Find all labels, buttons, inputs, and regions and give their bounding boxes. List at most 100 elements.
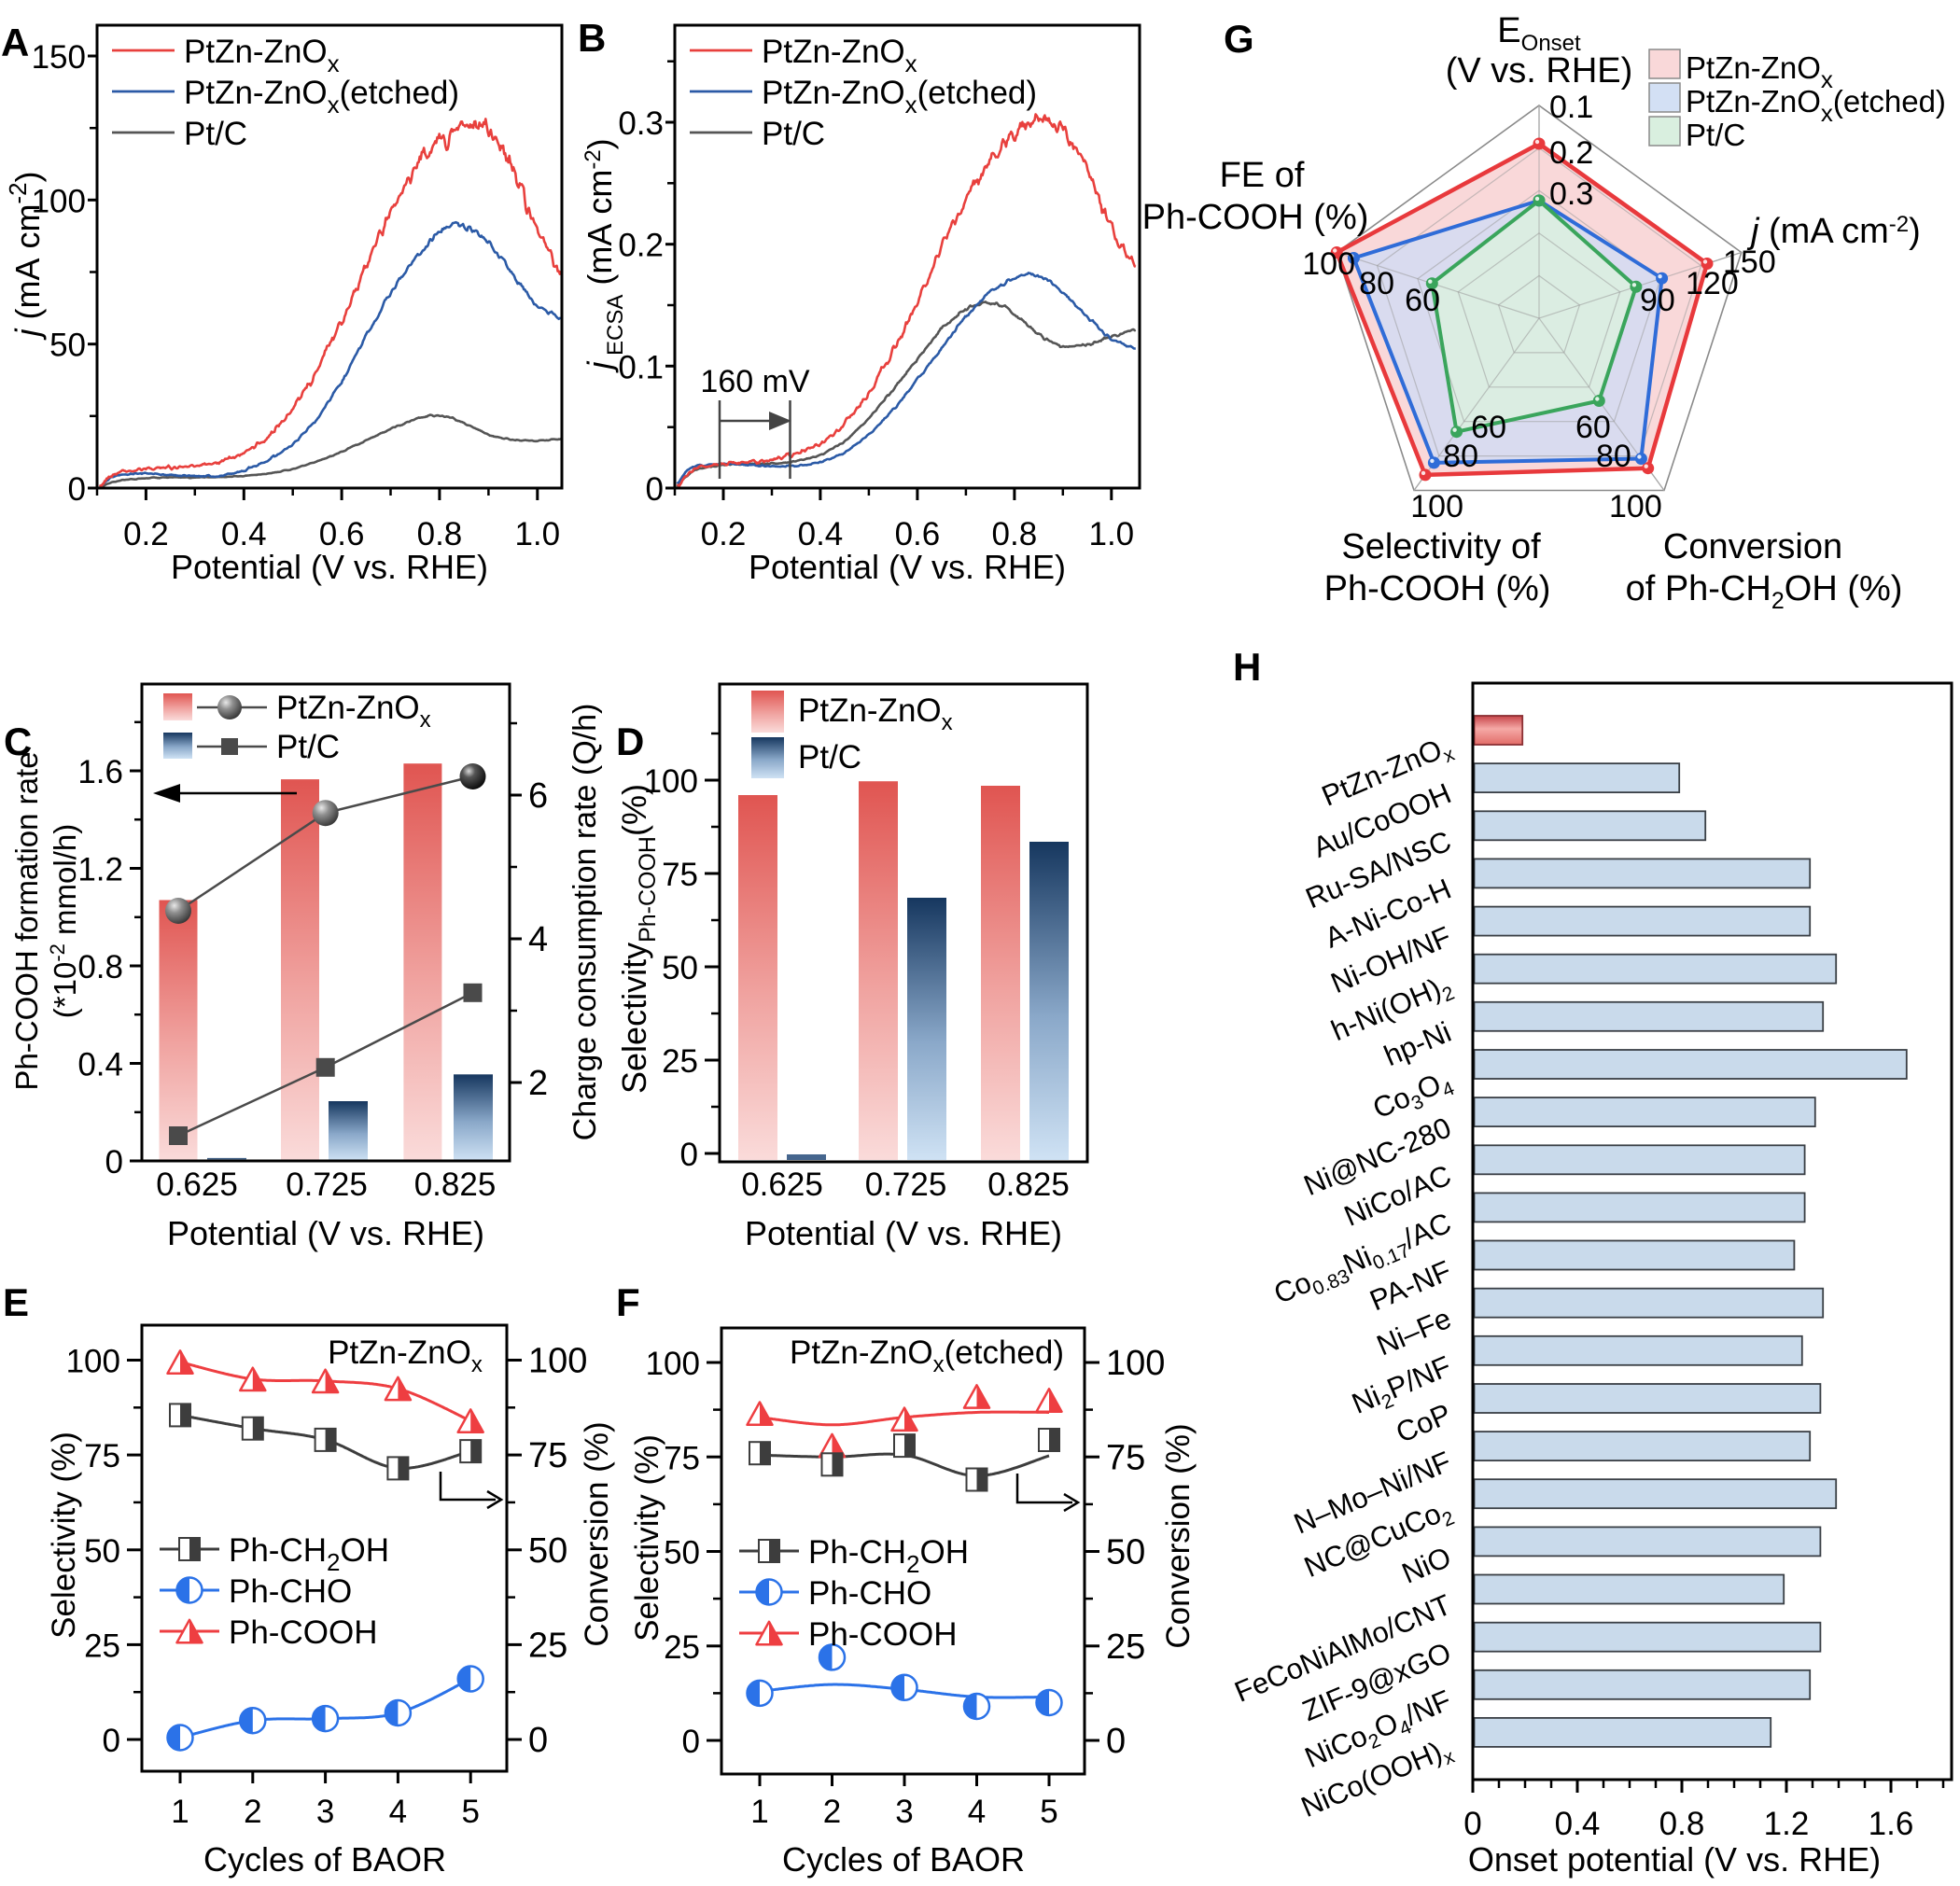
svg-text:(*10-2​ mmol/h): (*10-2​ mmol/h): [46, 824, 82, 1018]
svg-text:100: 100: [528, 1342, 587, 1381]
svg-text:120: 120: [1686, 266, 1739, 301]
svg-text:1.6: 1.6: [1869, 1806, 1914, 1842]
svg-text:Selectivity (%): Selectivity (%): [46, 1432, 82, 1639]
svg-text:SelectivityPh-COOH​(%): SelectivityPh-COOH​(%): [615, 784, 661, 1094]
svg-text:100: 100: [1106, 1344, 1165, 1383]
svg-text:PtZn-ZnOx​(etched): PtZn-ZnOx​(etched): [184, 75, 459, 119]
svg-text:EOnset​: EOnset​: [1497, 11, 1581, 56]
svg-text:100: 100: [32, 183, 86, 219]
svg-text:0: 0: [682, 1724, 700, 1760]
svg-text:Ph-COOH: Ph-COOH: [808, 1616, 957, 1653]
svg-text:100: 100: [1609, 489, 1662, 524]
svg-text:5: 5: [1040, 1794, 1057, 1830]
svg-text:80: 80: [1443, 439, 1478, 474]
svg-text:E: E: [3, 1280, 29, 1324]
svg-text:PtZn-ZnOx​: PtZn-ZnOx​: [184, 34, 340, 77]
svg-text:PtZn-ZnOx​: PtZn-ZnOx​: [762, 34, 917, 77]
svg-text:NiO: NiO: [1397, 1541, 1456, 1590]
svg-text:0.8: 0.8: [1659, 1806, 1705, 1842]
svg-text:75: 75: [662, 857, 698, 893]
svg-text:50: 50: [84, 1533, 120, 1570]
svg-text:B: B: [578, 16, 606, 60]
svg-text:0.3: 0.3: [1549, 176, 1593, 212]
svg-text:Ph-CHO: Ph-CHO: [229, 1573, 352, 1610]
svg-text:1: 1: [171, 1794, 189, 1830]
svg-text:1.6: 1.6: [77, 754, 123, 790]
svg-text:100: 100: [1410, 489, 1463, 524]
svg-text:3: 3: [316, 1794, 334, 1830]
svg-text:0.825: 0.825: [987, 1167, 1070, 1203]
svg-text:0: 0: [68, 471, 86, 508]
svg-text:0.825: 0.825: [414, 1167, 497, 1203]
svg-text:60: 60: [1575, 410, 1611, 445]
svg-text:PtZn-ZnOx​: PtZn-ZnOx​: [276, 690, 431, 733]
svg-text:2: 2: [528, 1064, 548, 1103]
svg-text:50: 50: [528, 1531, 567, 1571]
svg-text:Pt/C: Pt/C: [1686, 118, 1745, 152]
svg-text:50: 50: [1106, 1533, 1145, 1572]
svg-text:25: 25: [664, 1629, 700, 1666]
svg-text:Pt/C: Pt/C: [184, 116, 247, 152]
svg-text:A: A: [1, 21, 29, 64]
svg-text:5: 5: [461, 1794, 479, 1830]
svg-text:50: 50: [662, 950, 698, 986]
svg-text:25: 25: [84, 1628, 120, 1664]
svg-text:Cycles of BAOR: Cycles of BAOR: [782, 1840, 1025, 1879]
svg-text:j (mA cm-2​): j (mA cm-2​): [1746, 212, 1921, 251]
svg-text:50: 50: [49, 328, 86, 364]
svg-text:150: 150: [1723, 244, 1776, 280]
svg-text:Potential (V vs. RHE): Potential (V vs. RHE): [745, 1214, 1062, 1252]
svg-text:of Ph-CH2​OH (%): of Ph-CH2​OH (%): [1626, 569, 1903, 614]
svg-text:0: 0: [646, 471, 664, 508]
svg-text:Pt/C: Pt/C: [276, 729, 340, 765]
svg-text:Selectivity (%): Selectivity (%): [629, 1434, 665, 1642]
svg-text:0.2: 0.2: [618, 228, 664, 264]
svg-text:0: 0: [105, 1144, 123, 1180]
svg-text:0.1: 0.1: [618, 349, 664, 385]
svg-text:0.6: 0.6: [895, 516, 941, 552]
svg-text:CoP: CoP: [1392, 1397, 1456, 1449]
svg-text:60: 60: [1471, 410, 1506, 445]
svg-text:2: 2: [244, 1794, 261, 1830]
svg-text:80: 80: [1359, 266, 1394, 301]
svg-text:Pt/C: Pt/C: [762, 116, 825, 152]
svg-text:0: 0: [1463, 1806, 1481, 1842]
svg-text:50: 50: [664, 1535, 700, 1572]
svg-text:75: 75: [664, 1440, 700, 1476]
svg-text:25: 25: [1106, 1628, 1145, 1667]
svg-text:0: 0: [1106, 1722, 1126, 1761]
svg-text:Potential (V vs. RHE): Potential (V vs. RHE): [171, 548, 488, 586]
svg-text:4: 4: [389, 1794, 407, 1830]
svg-text:1.0: 1.0: [514, 516, 560, 552]
svg-text:0.3: 0.3: [618, 105, 664, 142]
svg-text:75: 75: [84, 1438, 120, 1474]
svg-text:Ph-CHO: Ph-CHO: [808, 1575, 931, 1612]
svg-text:Potential (V vs. RHE): Potential (V vs. RHE): [167, 1214, 484, 1252]
svg-text:0.2: 0.2: [123, 516, 169, 552]
svg-text:1.2: 1.2: [1764, 1806, 1810, 1842]
svg-text:0.6: 0.6: [319, 516, 365, 552]
svg-text:100: 100: [644, 763, 698, 800]
svg-text:80: 80: [1596, 439, 1631, 474]
svg-text:0.8: 0.8: [77, 949, 123, 985]
svg-text:Ph-COOH: Ph-COOH: [229, 1614, 377, 1651]
svg-text:0: 0: [103, 1723, 120, 1759]
svg-text:Ph-COOH (%): Ph-COOH (%): [1142, 198, 1369, 237]
svg-text:0.8: 0.8: [417, 516, 463, 552]
svg-text:1.2: 1.2: [77, 852, 123, 888]
svg-text:0.8: 0.8: [992, 516, 1038, 552]
svg-text:75: 75: [1106, 1438, 1145, 1477]
svg-text:Conversion (%): Conversion (%): [579, 1421, 615, 1646]
svg-text:0.625: 0.625: [156, 1167, 238, 1203]
svg-text:0.1: 0.1: [1549, 90, 1593, 125]
svg-text:PtZn-ZnOx​: PtZn-ZnOx​: [798, 692, 953, 735]
svg-text:(V vs. RHE): (V vs. RHE): [1446, 51, 1633, 91]
svg-text:H: H: [1233, 645, 1261, 689]
svg-text:PtZn-ZnOx​: PtZn-ZnOx​: [328, 1334, 483, 1377]
svg-text:C: C: [4, 719, 32, 763]
svg-text:Charge consumption rate (Q/h): Charge consumption rate (Q/h): [567, 704, 603, 1141]
svg-text:2: 2: [823, 1794, 841, 1830]
svg-text:G: G: [1224, 17, 1254, 61]
svg-text:100: 100: [646, 1346, 700, 1382]
svg-text:0.725: 0.725: [865, 1167, 947, 1203]
